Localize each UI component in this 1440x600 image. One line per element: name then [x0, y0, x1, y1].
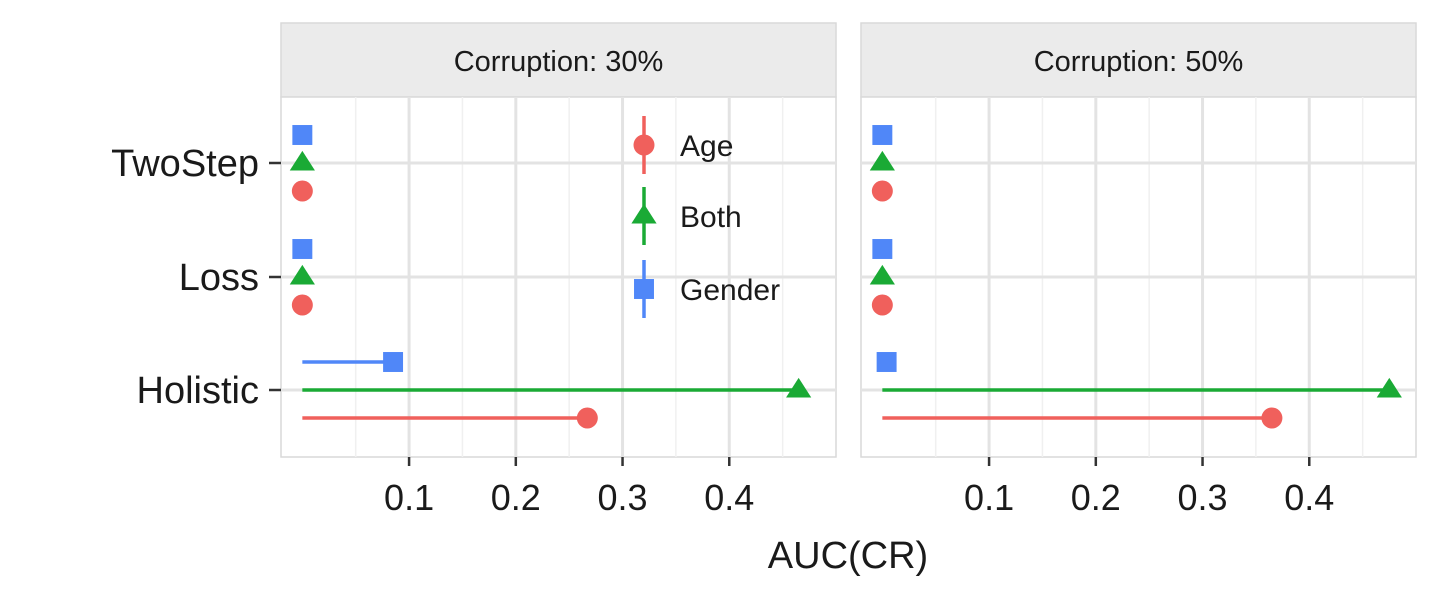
legend-item-age: Age: [633, 116, 733, 174]
series-both: [289, 150, 812, 398]
data-point: [869, 150, 895, 171]
legend-label: Gender: [680, 274, 780, 307]
x-tick-label: 0.1: [964, 477, 1014, 518]
data-point: [291, 294, 313, 316]
x-tick-label: 0.4: [1284, 477, 1334, 518]
y-tick-label: TwoStep: [111, 143, 259, 185]
y-tick-label: Loss: [179, 257, 259, 299]
panel-2: Corruption: 50% 0.1 0.2 0.3 0.4: [860, 22, 1417, 518]
series-both: [869, 150, 1402, 398]
panel-1: Corruption: 30% 0.1 0.2 0.3 0.4: [280, 22, 837, 518]
series-gender: [872, 125, 897, 372]
legend: Age Both Gender: [631, 116, 780, 318]
x-tick-label: 0.3: [1178, 477, 1228, 518]
strip-header: [280, 22, 837, 98]
circle-legend-icon: [633, 134, 655, 156]
legend-item-gender: Gender: [634, 260, 780, 318]
data-point: [289, 150, 315, 171]
data-point: [292, 239, 313, 259]
data-point: [289, 264, 315, 285]
x-tick-label: 0.3: [598, 477, 648, 518]
series-age: [291, 180, 598, 429]
triangle-legend-icon: [631, 203, 657, 224]
y-tick-label: Holistic: [137, 370, 259, 412]
data-point: [786, 377, 812, 398]
series-gender: [292, 125, 404, 372]
data-point: [383, 352, 404, 372]
data-point: [1261, 407, 1283, 429]
x-tick-label: 0.1: [384, 477, 434, 518]
data-point: [872, 125, 893, 145]
square-legend-icon: [634, 279, 654, 299]
x-tick-label: 0.2: [1071, 477, 1121, 518]
data-point: [292, 125, 313, 145]
series-age: [871, 180, 1283, 429]
data-point: [291, 180, 313, 202]
legend-label: Both: [680, 201, 742, 234]
data-point: [869, 264, 895, 285]
strip-label: Corruption: 30%: [454, 46, 664, 78]
legend-label: Age: [680, 130, 733, 163]
legend-item-both: Both: [631, 187, 742, 245]
x-tick-label: 0.2: [491, 477, 541, 518]
x-tick-label: 0.4: [704, 477, 754, 518]
data-point: [576, 407, 598, 429]
data-point: [872, 239, 893, 259]
data-point: [871, 294, 893, 316]
x-axis-title: AUC(CR): [768, 535, 928, 577]
data-point: [876, 352, 897, 372]
strip-label: Corruption: 50%: [1034, 46, 1244, 78]
data-point: [871, 180, 893, 202]
data-point: [1376, 377, 1402, 398]
